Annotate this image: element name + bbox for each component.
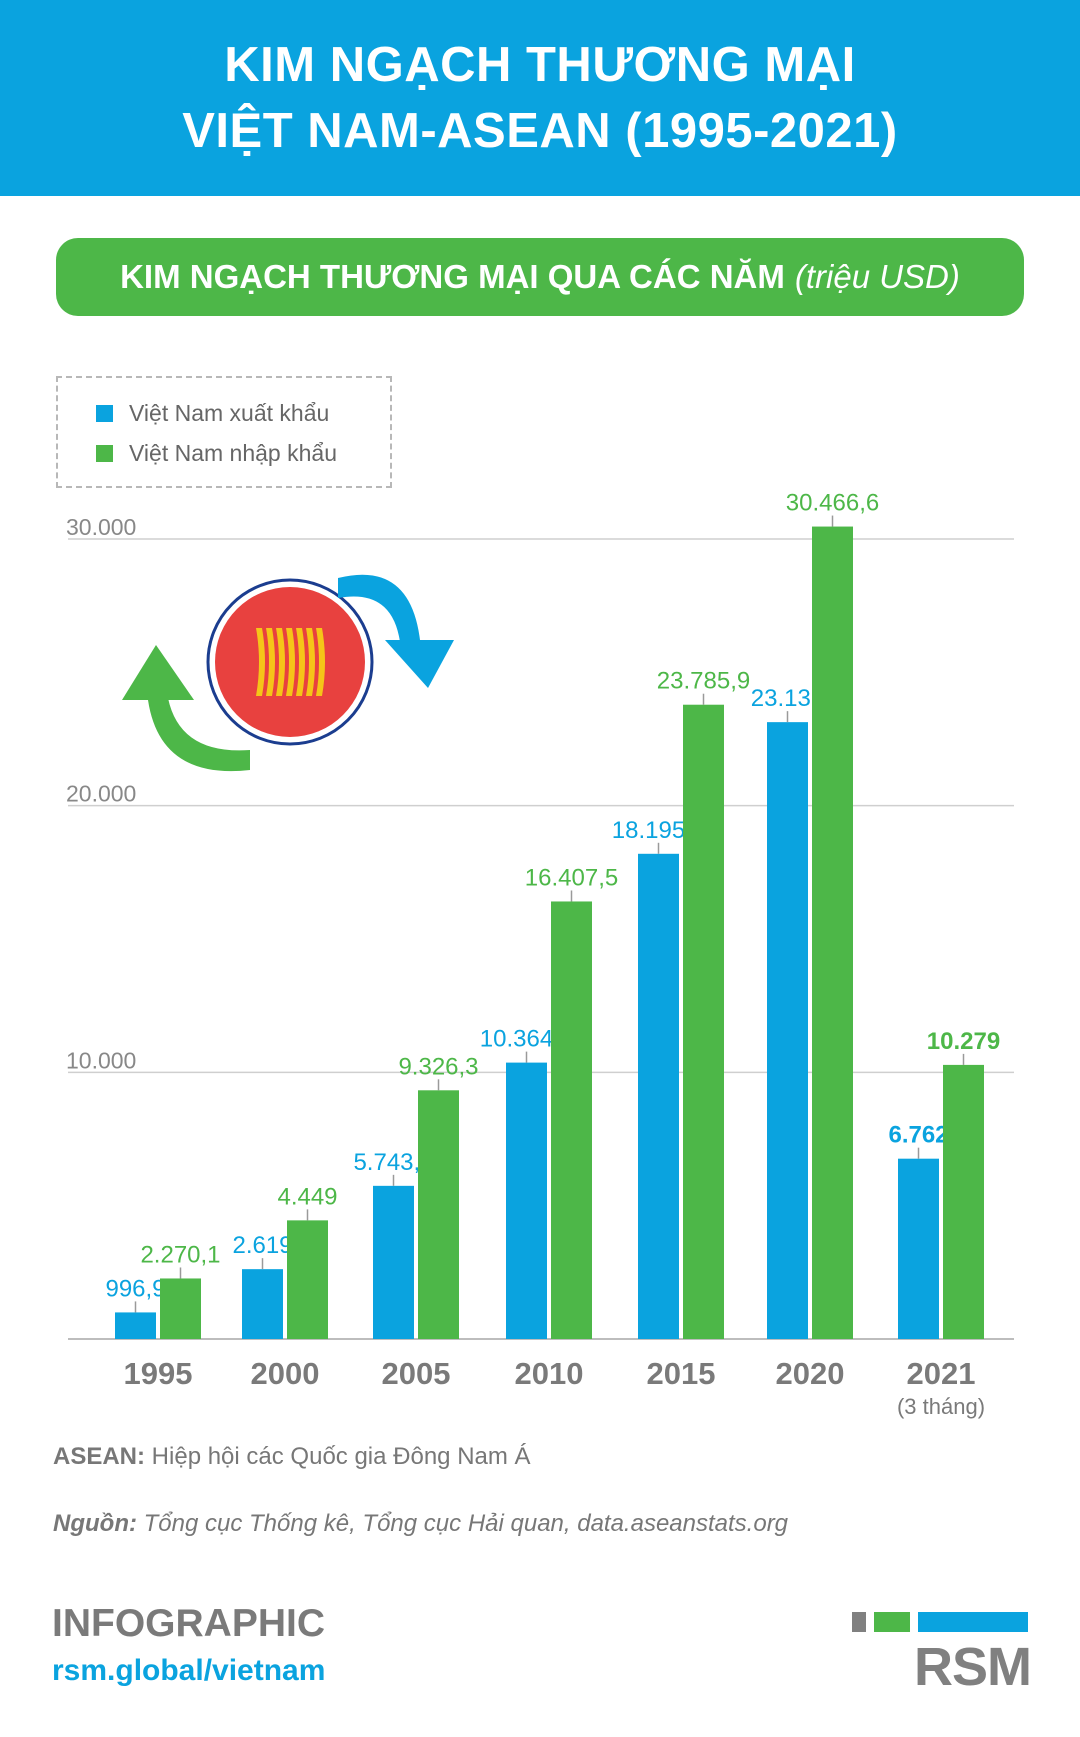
x-tick-label: 2015 [647, 1356, 716, 1391]
data-label-export: 23.132 [751, 685, 824, 712]
bar-export [115, 1312, 156, 1339]
data-label-import: 2.270,1 [140, 1241, 220, 1268]
data-label-export: 2.619 [232, 1232, 292, 1259]
data-label-import: 23.785,9 [657, 668, 750, 695]
asean-label: ASEAN: [53, 1443, 146, 1470]
legend-item-export: Việt Nam xuất khẩu [96, 400, 329, 427]
rsm-strip-blue [918, 1612, 1028, 1632]
legend-swatch-export [96, 405, 113, 422]
chart-unit: (triệu USD) [794, 258, 960, 295]
legend-label-import: Việt Nam nhập khẩu [129, 440, 337, 466]
bar-import [287, 1220, 328, 1339]
x-tick-label: 2005 [382, 1356, 451, 1391]
bar-export [506, 1062, 547, 1339]
website-link[interactable]: rsm.global/vietnam [52, 1654, 326, 1687]
header-banner: KIM NGẠCH THƯƠNG MẠI VIỆT NAM-ASEAN (199… [0, 0, 1080, 196]
x-tick-label: 2021 [907, 1356, 976, 1391]
bar-export [373, 1185, 414, 1339]
y-tick-label: 20.000 [66, 781, 136, 807]
data-label-import: 30.466,6 [786, 490, 879, 517]
curved-arrow-up-icon [122, 645, 250, 772]
asean-text: Hiệp hội các Quốc gia Đông Nam Á [145, 1443, 531, 1470]
rsm-logo: RSM [914, 1637, 1032, 1697]
infographic-label: INFOGRAPHIC [52, 1602, 325, 1645]
data-label-export: 6.762 [888, 1122, 948, 1149]
rsm-strip-green [874, 1612, 910, 1632]
y-tick-label: 10.000 [66, 1047, 136, 1073]
bar-export [898, 1158, 939, 1339]
legend-item-import: Việt Nam nhập khẩu [96, 440, 337, 467]
source-label: Nguồn: [53, 1510, 137, 1537]
data-label-import: 10.279 [927, 1028, 1000, 1055]
y-tick-label: 30.000 [66, 514, 136, 540]
x-tick-sublabel: (3 tháng) [897, 1394, 985, 1419]
page-title-line2: VIỆT NAM-ASEAN (1995-2021) [182, 104, 898, 158]
bar-export [638, 853, 679, 1339]
data-label-import: 4.449 [277, 1183, 337, 1210]
asean-definition: ASEAN: Hiệp hội các Quốc gia Đông Nam Á [53, 1443, 531, 1471]
source-note: Nguồn: Tổng cục Thống kê, Tổng cục Hải q… [53, 1510, 788, 1538]
bar-import [683, 704, 724, 1339]
bar-import [812, 526, 853, 1339]
bar-import [160, 1278, 201, 1339]
chart-title: KIM NGẠCH THƯƠNG MẠI QUA CÁC NĂM [120, 258, 785, 295]
data-label-export: 996,9 [105, 1275, 165, 1302]
page-title-line1: KIM NGẠCH THƯƠNG MẠI [224, 38, 856, 92]
curved-arrow-down-icon [338, 574, 454, 688]
legend-swatch-import [96, 445, 113, 462]
bar-import [943, 1064, 984, 1339]
data-label-import: 9.326,3 [398, 1053, 478, 1080]
asean-emblem-icon [206, 578, 374, 746]
bar-import [418, 1090, 459, 1339]
source-text: Tổng cục Thống kê, Tổng cục Hải quan, da… [136, 1510, 789, 1537]
bar-export [242, 1269, 283, 1339]
rsm-strip-gray [852, 1612, 866, 1632]
data-label-import: 16.407,5 [525, 864, 618, 891]
chart-legend: Việt Nam xuất khẩu Việt Nam nhập khẩu [56, 376, 392, 488]
chart-title-bar: KIM NGẠCH THƯƠNG MẠI QUA CÁC NĂM (triệu … [56, 238, 1024, 316]
bar-import [551, 901, 592, 1339]
x-tick-label: 2000 [251, 1356, 320, 1391]
x-tick-label: 1995 [124, 1356, 193, 1391]
x-tick-label: 2020 [776, 1356, 845, 1391]
x-tick-label: 2010 [515, 1356, 584, 1391]
legend-label-export: Việt Nam xuất khẩu [129, 400, 330, 426]
bar-export [767, 722, 808, 1339]
